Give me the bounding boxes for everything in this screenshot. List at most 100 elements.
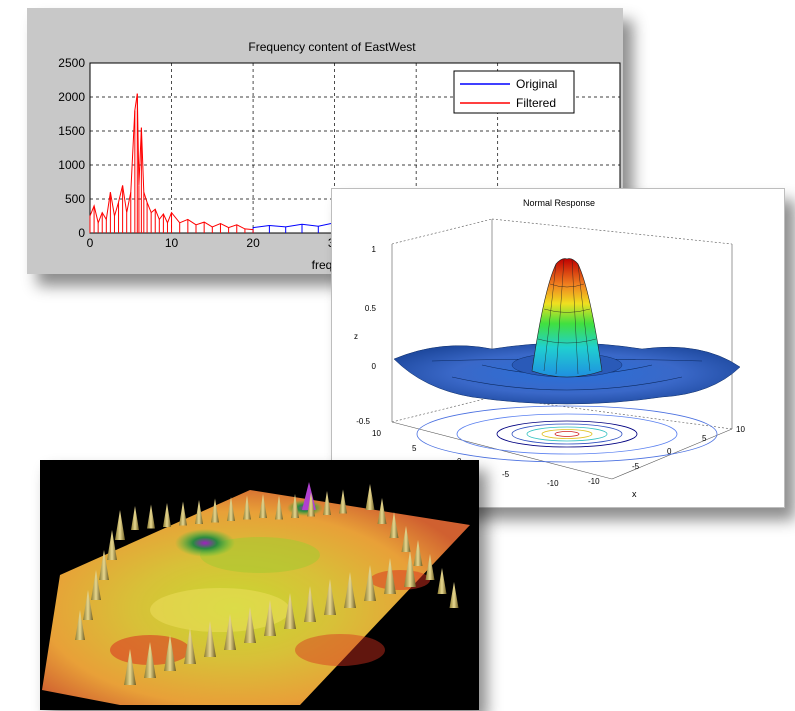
terrain-spike <box>364 565 376 601</box>
y-tick-label: 1000 <box>58 158 85 172</box>
surface-peak <box>531 258 603 378</box>
chart-title: Normal Response <box>523 198 595 208</box>
terrain-spike <box>211 498 219 523</box>
surface-mesh <box>537 283 597 344</box>
grid-line <box>391 396 493 423</box>
terrain-spike <box>344 572 356 608</box>
terrain-spike <box>195 500 203 524</box>
x-tick-label: 5 <box>702 434 707 443</box>
frequency-chart-panel: Frequency content of EastWest 0102030405… <box>27 8 623 274</box>
terrain-spike <box>275 495 283 520</box>
legend-label-original: Original <box>516 77 557 91</box>
x-tick-label: 10 <box>165 236 179 250</box>
terrain-spike <box>323 491 331 515</box>
terrain-spike <box>284 593 296 629</box>
legend-label-filtered: Filtered <box>516 96 556 110</box>
series-filtered <box>89 93 254 233</box>
terrain-patch <box>295 634 385 666</box>
terrain-spike <box>339 489 347 514</box>
x-tick-label: 10 <box>736 425 745 434</box>
x-tick-label: 0 <box>87 236 94 250</box>
terrain-depression <box>175 529 235 557</box>
y-tick-label: 1500 <box>58 124 85 138</box>
x-axis-label: x <box>632 489 637 499</box>
x-tick-label: -5 <box>632 462 640 471</box>
contour <box>554 431 580 437</box>
surface-chart-panel: Normal Response <box>331 188 785 508</box>
y-tick-label: -5 <box>502 470 510 479</box>
terrain-spike <box>291 494 299 518</box>
contour <box>526 426 608 442</box>
terrain-spike <box>324 579 336 615</box>
terrain-spike <box>259 494 267 518</box>
terrain-spike <box>243 495 251 520</box>
legend-box <box>453 70 575 114</box>
grid-line <box>491 218 733 245</box>
terrain-spike <box>184 628 196 664</box>
terrain-spike <box>147 504 155 529</box>
terrain-spike <box>204 621 216 657</box>
terrain-spike <box>425 554 435 580</box>
x-tick-label: 0 <box>667 447 672 456</box>
z-tick-label: 0 <box>372 362 377 371</box>
grid-line <box>391 218 493 245</box>
terrain-spike <box>244 607 256 643</box>
surface-mesh <box>543 258 591 375</box>
y-tick-label: 2500 <box>58 56 85 70</box>
contour <box>496 420 638 448</box>
terrain-spike <box>224 614 236 650</box>
y-tick-label: -10 <box>547 479 559 488</box>
y-tick-label: 0 <box>78 226 85 240</box>
terrain-spike <box>227 497 235 521</box>
terrain-spike <box>91 570 101 600</box>
terrain-spike <box>131 506 139 530</box>
terrain-render-panel <box>40 460 479 710</box>
terrain-spike <box>164 635 176 671</box>
terrain-spike <box>401 526 411 552</box>
y-tick-label: 500 <box>65 192 85 206</box>
chart-title: Frequency content of EastWest <box>248 40 416 54</box>
terrain-spike <box>389 512 399 538</box>
x-tick-label: 20 <box>246 236 260 250</box>
terrain-patch <box>370 570 430 590</box>
contour-rings <box>416 405 718 463</box>
terrain-spike <box>163 503 171 527</box>
y-tick-label: 5 <box>412 444 417 453</box>
terrain-spike <box>179 501 187 526</box>
terrain-spike <box>365 484 375 510</box>
surface-chart: Normal Response <box>354 198 745 499</box>
terrain-spike <box>144 642 156 678</box>
terrain-spike <box>449 582 459 608</box>
x-tick-label: -10 <box>588 477 600 486</box>
terrain-patch <box>150 588 290 632</box>
terrain-render <box>42 482 470 705</box>
terrain-spike <box>124 649 136 685</box>
z-tick-label: 1 <box>372 245 377 254</box>
y-tick-label: 2000 <box>58 90 85 104</box>
contour <box>456 413 678 455</box>
legend: Original Filtered <box>453 70 575 114</box>
terrain-spike <box>264 600 276 636</box>
terrain-spike <box>384 558 396 594</box>
terrain-spike <box>404 551 416 587</box>
sombrero-surface <box>393 258 741 405</box>
contour <box>511 423 623 445</box>
terrain-spike <box>107 530 117 560</box>
terrain-spike <box>413 540 423 566</box>
surface-mesh <box>451 376 683 391</box>
terrain-spike <box>304 586 316 622</box>
terrain-spike <box>99 550 109 580</box>
terrain-spike <box>115 510 125 540</box>
y-tick-label: 10 <box>372 429 381 438</box>
z-tick-label: 0.5 <box>365 304 377 313</box>
terrain-spike <box>437 568 447 594</box>
terrain-spike <box>307 492 315 517</box>
series-line <box>89 93 254 231</box>
contour <box>416 405 718 463</box>
z-tick-label: -0.5 <box>356 417 370 426</box>
terrain-spike <box>377 498 387 524</box>
terrain-spike <box>75 610 85 640</box>
contour <box>541 429 593 439</box>
z-axis-label: z <box>354 332 358 341</box>
terrain-spike <box>83 590 93 620</box>
